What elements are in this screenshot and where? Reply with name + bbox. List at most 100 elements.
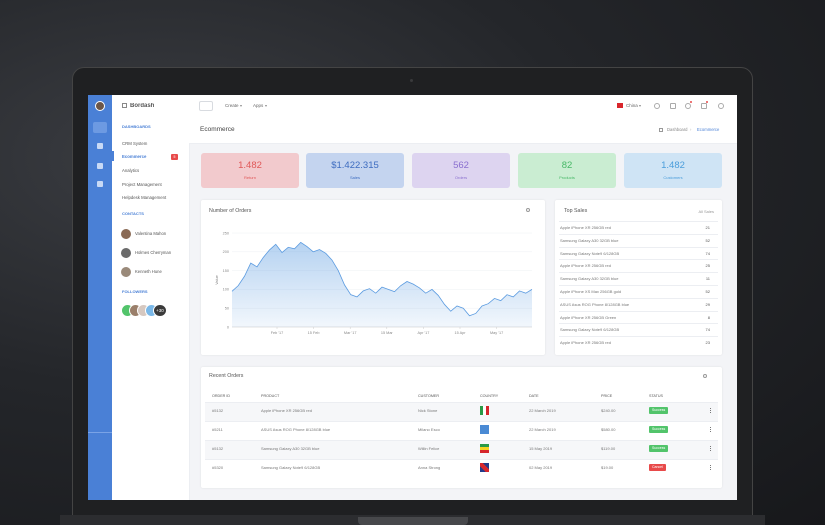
status-badge: Success [649, 407, 669, 414]
contact-avatar [121, 229, 131, 239]
rail-icon-active[interactable] [93, 122, 107, 133]
language[interactable]: China [626, 103, 641, 109]
cell: #5132 [212, 408, 224, 413]
y-tick-label: 150 [223, 269, 229, 273]
status-badge: Success [649, 445, 669, 452]
topbar-icon[interactable] [670, 103, 676, 109]
contact-name[interactable]: Kenneth Hune [135, 269, 162, 274]
product-name: Apple iPhone XR 256GB red [560, 263, 611, 269]
cell: $19.00 [601, 465, 614, 470]
rail-divider [88, 432, 112, 433]
quantity: 74 [705, 250, 710, 256]
followers-more: +30 [153, 304, 167, 317]
row-divider [559, 246, 718, 248]
contact-avatar [121, 248, 131, 258]
flag [617, 103, 623, 108]
x-tick-label: Mar '17 [344, 331, 357, 335]
row-menu[interactable] [710, 465, 712, 470]
rail-icon[interactable] [97, 163, 103, 169]
table-row [205, 459, 718, 478]
quantity: 74 [705, 327, 710, 333]
row-divider [559, 310, 718, 312]
stat-label: Orders [454, 175, 468, 180]
product-name: Apple iPhone XS Max 256GB gold [560, 289, 622, 294]
rail-avatar [95, 101, 105, 111]
y-tick-label: 200 [223, 250, 229, 254]
nav-item[interactable]: Project Management [122, 182, 162, 187]
card-link[interactable]: All Sales [698, 209, 714, 214]
contact-name[interactable]: Holmes Cherryman [135, 250, 172, 255]
stat-value: 1.482 [238, 160, 262, 171]
country-flag [480, 406, 489, 415]
brand-logo [122, 103, 127, 108]
top-menu[interactable]: Create [225, 103, 242, 109]
section-title: FOLLOWERS [122, 289, 148, 294]
stat-label: Customers [663, 175, 683, 180]
stat-card[interactable]: 1.482 Return [201, 153, 299, 188]
country-flag [480, 444, 489, 453]
rail-icon[interactable] [97, 143, 103, 149]
nav-item[interactable]: Analytics [122, 168, 140, 173]
stat-value: $1.422.315 [331, 160, 379, 171]
stat-value: 562 [453, 160, 469, 171]
x-tick-label: 15 Mar [381, 331, 394, 335]
card-title: Recent Orders [209, 373, 244, 379]
topbar-icon[interactable] [701, 103, 707, 109]
area [232, 242, 532, 327]
stat-card[interactable]: 82 Products [518, 153, 616, 188]
back-button[interactable] [199, 101, 213, 111]
card-refresh[interactable] [703, 374, 707, 378]
cell: $580.00 [601, 427, 616, 432]
row-divider [559, 336, 718, 337]
top-menu[interactable]: Apps [253, 103, 267, 109]
row-divider [559, 323, 718, 324]
topbar-icon[interactable] [718, 103, 724, 109]
breadcrumb-item: Ecommerce [697, 127, 720, 132]
page-header [189, 118, 737, 144]
stat-value: 1.482 [661, 160, 685, 171]
rail-icon[interactable] [97, 181, 103, 187]
y-tick-label: 0 [227, 325, 229, 329]
topbar-icon[interactable] [654, 103, 660, 109]
cell: #5211 [212, 427, 223, 432]
nav-badge: 5 [171, 154, 178, 160]
x-tick-label: Apr '17 [417, 331, 429, 335]
cell: #5320 [212, 465, 224, 470]
cell: ASUS Asus ROG Phone 8/128GB blue [261, 427, 331, 432]
column-header: CUSTOMER [418, 394, 440, 398]
nav-item[interactable]: CRM System [122, 141, 148, 146]
y-tick-label: 50 [225, 307, 229, 311]
column-header: PRICE [601, 394, 613, 398]
stat-card[interactable]: 1.482 Customers [624, 153, 722, 188]
card-title: Top Sales [564, 208, 588, 214]
breadcrumb-item[interactable]: Dashboard [667, 127, 688, 132]
contact-avatar [121, 267, 131, 277]
card-title: Number of Orders [209, 208, 252, 214]
table-row [205, 402, 718, 421]
stat-card[interactable]: 562 Orders [412, 153, 510, 188]
cell: Nick Stone [418, 408, 438, 413]
column-header: DATE [529, 394, 539, 398]
stat-card[interactable]: $1.422.315 Sales [306, 153, 404, 188]
topbar-icon[interactable] [685, 103, 691, 109]
stat-label: Return [243, 175, 256, 180]
nav-item[interactable]: Helpdesk Management [122, 195, 167, 200]
row-menu[interactable] [710, 446, 712, 451]
quantity: 23 [705, 340, 710, 346]
status-badge: Success [649, 426, 669, 433]
x-tick-label: Feb '17 [271, 331, 284, 335]
nav-item[interactable]: Ecommerce [122, 154, 147, 159]
page-title: Ecommerce [200, 126, 235, 133]
cell: 22 March 2019 [529, 427, 556, 432]
country-flag [480, 463, 489, 472]
row-divider [559, 272, 718, 273]
sidebar [112, 95, 190, 500]
contact-name[interactable]: Valentina Mahon [135, 231, 167, 236]
row-menu[interactable] [710, 408, 712, 413]
column-header: ORDER ID [212, 394, 231, 398]
card-menu[interactable] [526, 208, 530, 212]
row-menu[interactable] [710, 427, 712, 432]
row-divider [559, 259, 718, 260]
product-name: Apple iPhone XR 256GB Green [560, 314, 617, 320]
product-name: ASUS Asus ROG Phone 8/128GB blue [560, 301, 630, 307]
